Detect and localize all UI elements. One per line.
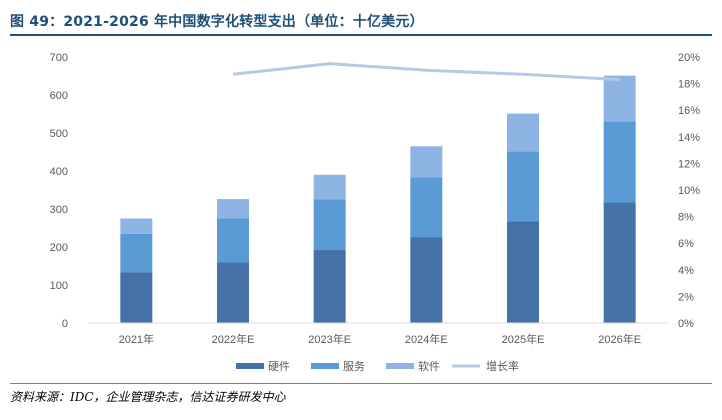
y-tick-label: 600 bbox=[50, 90, 68, 102]
legend-swatch-software bbox=[386, 363, 414, 369]
growth-line-group bbox=[232, 62, 620, 82]
legend-label-software: 软件 bbox=[418, 359, 440, 373]
bar-segment-hardware bbox=[217, 262, 249, 323]
y2-tick-label: 14% bbox=[678, 132, 700, 144]
bar-segment-software bbox=[313, 174, 346, 200]
source-note: 资料来源：IDC，企业管理杂志，信达证券研发中心 bbox=[10, 390, 286, 404]
legend-label-hardware: 硬件 bbox=[268, 360, 290, 373]
y2-tick-label: 12% bbox=[678, 158, 700, 170]
figure-title: 图 49：2021-2026 年中国数字化转型支出（单位：十亿美元） bbox=[10, 14, 424, 30]
bar-segment-hardware bbox=[507, 221, 539, 323]
legend-swatch-hardware bbox=[236, 363, 264, 369]
bar-segment-service bbox=[120, 233, 153, 273]
y2-tick-label: 2% bbox=[678, 291, 694, 303]
bar-segment-software bbox=[120, 218, 153, 234]
legend: 硬件 服务 软件 增长率 bbox=[236, 359, 519, 373]
bar-segment-service bbox=[603, 121, 636, 203]
legend-label-growth: 增长率 bbox=[486, 359, 519, 373]
bar-segment-software bbox=[507, 113, 539, 152]
y2-tick-label: 16% bbox=[678, 105, 700, 117]
y-tick-label: 200 bbox=[50, 242, 68, 254]
x-tick-label: 2021年 bbox=[119, 332, 154, 346]
legend-label-service: 服务 bbox=[343, 360, 365, 373]
x-axis: 2021年 2022年E 2023年E 2024年E 2025年E 2026年E bbox=[88, 322, 668, 346]
bar-segment-service bbox=[217, 218, 249, 263]
x-tick-label: 2022年E bbox=[212, 332, 255, 346]
x-tick-label: 2023年E bbox=[308, 332, 351, 346]
bar-segment-service bbox=[507, 151, 539, 222]
y-tick-label: 100 bbox=[50, 280, 68, 292]
y2-tick-label: 8% bbox=[678, 212, 694, 224]
legend-swatch-service bbox=[311, 363, 339, 369]
y-tick-label: 700 bbox=[50, 52, 68, 64]
bar-segment-hardware bbox=[313, 250, 346, 323]
figure-title-bar: 图 49：2021-2026 年中国数字化转型支出（单位：十亿美元） bbox=[10, 8, 712, 36]
y-tick-label: 400 bbox=[50, 166, 68, 178]
bar-segment-software bbox=[410, 146, 443, 178]
x-tick-label: 2025年E bbox=[502, 332, 545, 346]
left-axis: 0 100 200 300 400 500 600 700 bbox=[50, 52, 68, 330]
y-tick-label: 0 bbox=[62, 318, 68, 330]
y2-tick-label: 4% bbox=[678, 265, 694, 277]
y2-tick-label: 18% bbox=[678, 79, 700, 91]
bar-segment-hardware bbox=[603, 202, 636, 323]
y2-tick-label: 20% bbox=[678, 52, 700, 64]
x-tick-label: 2024年E bbox=[405, 332, 448, 346]
bar-segment-service bbox=[313, 199, 346, 251]
bar-segment-service bbox=[410, 177, 443, 238]
source-bar: 资料来源：IDC，企业管理杂志，信达证券研发中心 bbox=[10, 383, 712, 410]
bar-segment-hardware bbox=[410, 237, 443, 323]
y-tick-label: 300 bbox=[50, 204, 68, 216]
y-tick-label: 500 bbox=[50, 128, 68, 140]
bars bbox=[120, 75, 636, 323]
y2-tick-label: 0% bbox=[678, 318, 694, 330]
y2-tick-label: 10% bbox=[678, 185, 700, 197]
growth-line bbox=[232, 62, 620, 82]
x-tick-label: 2026年E bbox=[598, 332, 641, 346]
right-axis: 0% 2% 4% 6% 8% 10% 12% 14% 16% 18% 20% bbox=[678, 52, 700, 330]
bar-segment-hardware bbox=[120, 272, 153, 323]
bar-segment-software bbox=[217, 199, 249, 219]
y2-tick-label: 6% bbox=[678, 238, 694, 250]
bar-segment-software bbox=[603, 75, 636, 122]
